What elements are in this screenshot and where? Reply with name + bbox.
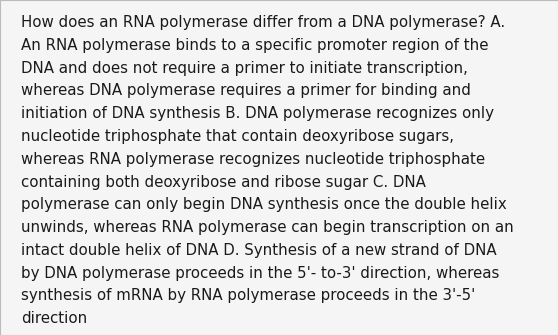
Text: whereas DNA polymerase requires a primer for binding and: whereas DNA polymerase requires a primer…: [21, 83, 471, 98]
Text: How does an RNA polymerase differ from a DNA polymerase? A.: How does an RNA polymerase differ from a…: [21, 15, 506, 30]
Text: polymerase can only begin DNA synthesis once the double helix: polymerase can only begin DNA synthesis …: [21, 197, 507, 212]
Text: containing both deoxyribose and ribose sugar C. DNA: containing both deoxyribose and ribose s…: [21, 175, 426, 190]
Text: whereas RNA polymerase recognizes nucleotide triphosphate: whereas RNA polymerase recognizes nucleo…: [21, 152, 485, 167]
Text: intact double helix of DNA D. Synthesis of a new strand of DNA: intact double helix of DNA D. Synthesis …: [21, 243, 497, 258]
Text: DNA and does not require a primer to initiate transcription,: DNA and does not require a primer to ini…: [21, 61, 468, 76]
Text: direction: direction: [21, 311, 88, 326]
Text: unwinds, whereas RNA polymerase can begin transcription on an: unwinds, whereas RNA polymerase can begi…: [21, 220, 514, 235]
Text: nucleotide triphosphate that contain deoxyribose sugars,: nucleotide triphosphate that contain deo…: [21, 129, 454, 144]
Text: by DNA polymerase proceeds in the 5'- to-3' direction, whereas: by DNA polymerase proceeds in the 5'- to…: [21, 266, 499, 281]
Text: An RNA polymerase binds to a specific promoter region of the: An RNA polymerase binds to a specific pr…: [21, 38, 489, 53]
Text: initiation of DNA synthesis B. DNA polymerase recognizes only: initiation of DNA synthesis B. DNA polym…: [21, 106, 494, 121]
Text: synthesis of mRNA by RNA polymerase proceeds in the 3'-5': synthesis of mRNA by RNA polymerase proc…: [21, 288, 475, 304]
